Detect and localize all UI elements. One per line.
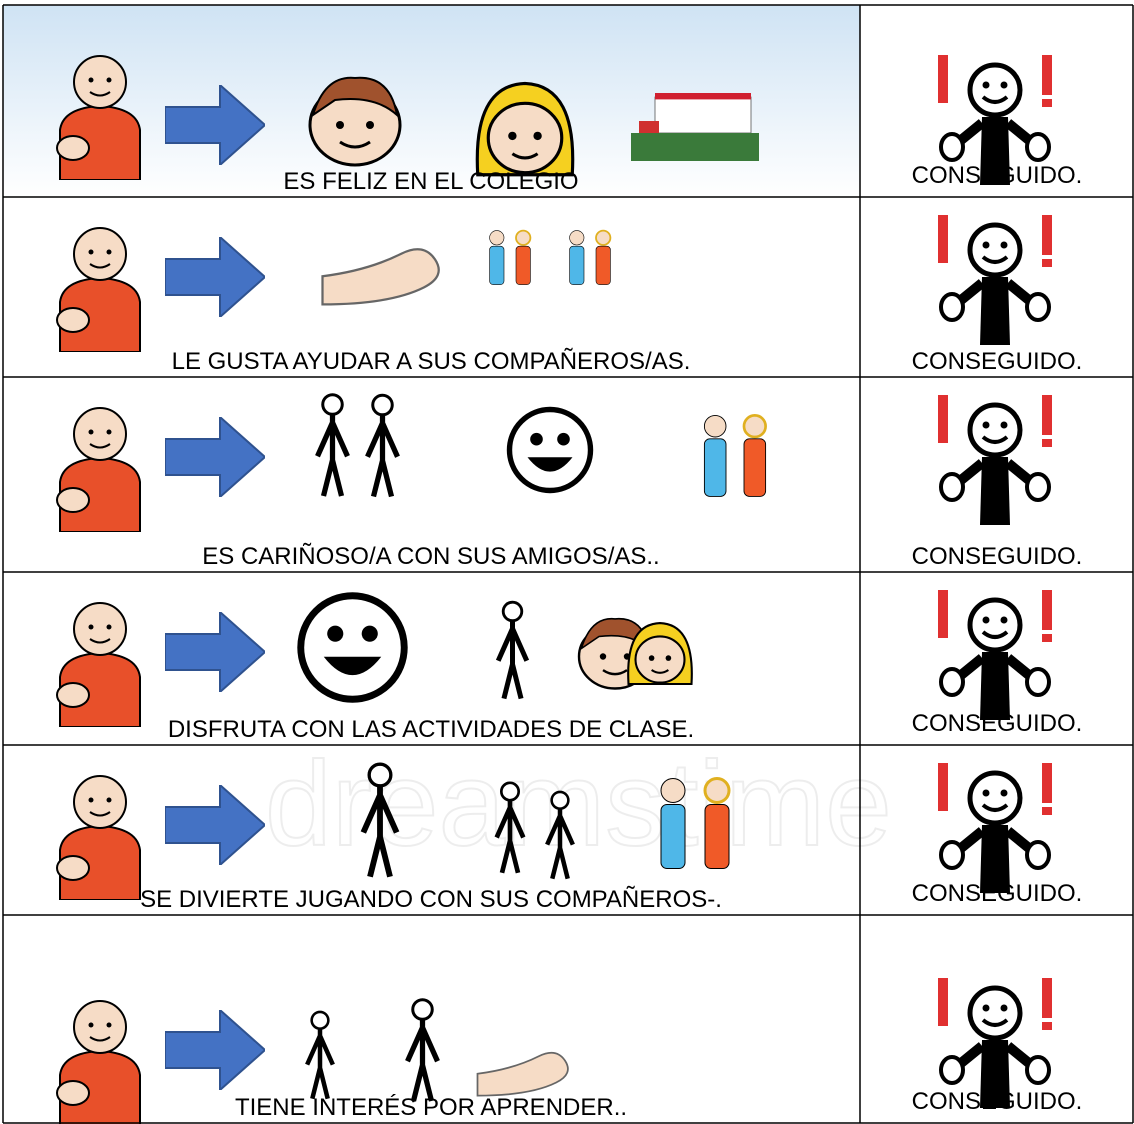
caption: ES FELIZ EN EL COLEGIO: [283, 168, 578, 195]
pictogram: [321, 248, 440, 306]
pictogram: [938, 763, 1052, 893]
pictogram: [56, 407, 141, 532]
status: CONSEGUIDO.: [912, 710, 1083, 737]
pictogram: [307, 1012, 333, 1099]
pictogram: [938, 395, 1052, 525]
caption: SE DIVIERTE JUGANDO CON SUS COMPAÑEROS-.: [140, 886, 722, 913]
watermark: dreamstime: [265, 737, 892, 871]
status: CONSEGUIDO.: [912, 348, 1083, 375]
pictogram: [165, 237, 265, 317]
pictogram: [56, 1000, 141, 1124]
pictogram: [301, 596, 405, 700]
pictogram: [938, 590, 1052, 720]
pictogram: [56, 227, 141, 352]
pictogram: [476, 1051, 570, 1097]
pictogram: [488, 229, 532, 286]
caption: DISFRUTA CON LAS ACTIVIDADES DE CLASE.: [168, 716, 694, 743]
pictogram: [308, 76, 402, 167]
status: CONSEGUIDO.: [912, 880, 1083, 907]
pictogram: [702, 413, 768, 499]
pictogram: [165, 785, 265, 865]
pictogram: [165, 612, 265, 692]
pictogram: [56, 775, 141, 900]
pictogram: [368, 395, 398, 496]
pictogram: [408, 1000, 438, 1101]
status: CONSEGUIDO.: [912, 162, 1083, 189]
status: CONSEGUIDO.: [912, 543, 1083, 570]
caption: ES CARIÑOSO/A CON SUS AMIGOS/AS..: [202, 543, 659, 570]
pictogram: [510, 410, 591, 491]
pictogram: [165, 1010, 265, 1090]
pictogram: [318, 395, 348, 496]
status: CONSEGUIDO.: [912, 1088, 1083, 1115]
pictogram: [498, 602, 527, 698]
pictogram: [938, 215, 1052, 345]
pictogram: [165, 417, 265, 497]
pictogram: [568, 229, 612, 286]
pictogram: [56, 602, 141, 727]
caption: LE GUSTA AYUDAR A SUS COMPAÑEROS/AS.: [172, 348, 691, 375]
caption: TIENE INTERÉS POR APRENDER..: [235, 1094, 627, 1121]
